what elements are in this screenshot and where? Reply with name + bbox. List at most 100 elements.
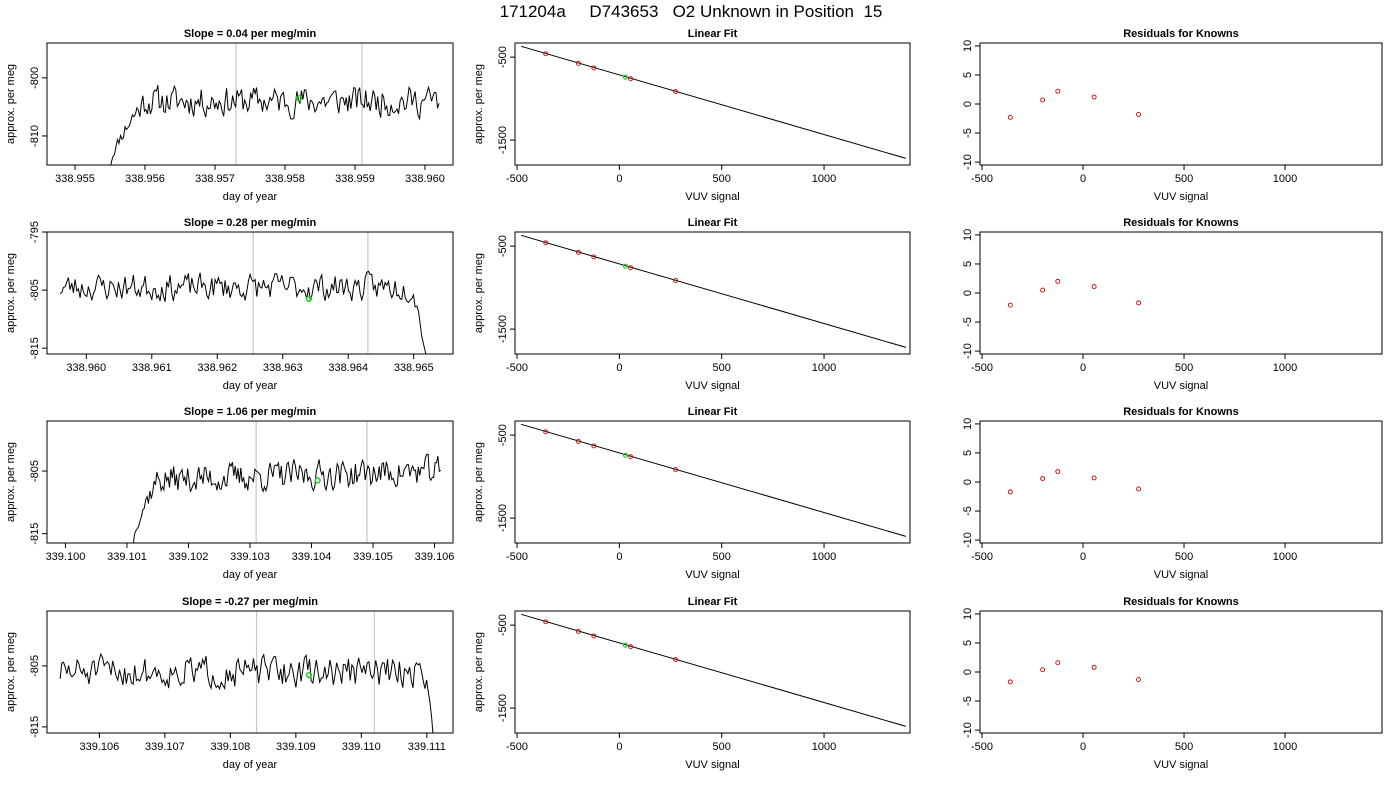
panel-title: Linear Fit — [688, 406, 738, 418]
fit-line — [521, 45, 907, 159]
fit-line — [521, 613, 907, 727]
figure-title: 171204a D743653 O2 Unknown in Position 1… — [500, 2, 883, 21]
unknown-point — [622, 263, 629, 269]
panel-title: Residuals for Knowns — [1123, 596, 1239, 608]
plot-area — [59, 232, 427, 354]
y-tick-label: 5 — [962, 640, 974, 646]
signal-trace — [59, 652, 434, 733]
residual-point — [1091, 664, 1097, 670]
x-axis-label: VUV signal — [1154, 191, 1208, 203]
x-tick-label: 339.109 — [276, 741, 316, 753]
plot-frame — [46, 610, 454, 734]
plot-frame — [514, 42, 911, 166]
known-point — [673, 467, 679, 473]
panel-title: Residuals for Knowns — [1123, 28, 1239, 40]
y-tick-label: -1500 — [497, 694, 509, 722]
y-axis-label: approx. per meg — [473, 253, 485, 333]
x-tick-label: -500 — [971, 741, 993, 753]
unknown-point — [622, 452, 629, 458]
y-tick-label: -1500 — [497, 504, 509, 532]
plot-area — [1007, 88, 1142, 120]
x-tick-label: 0 — [616, 173, 622, 185]
x-tick-label: 338.958 — [265, 173, 305, 185]
x-axis-label: VUV signal — [1154, 380, 1208, 392]
x-tick-label: 1000 — [812, 362, 836, 374]
residual-point — [1091, 284, 1097, 290]
y-tick-label: -10 — [962, 722, 974, 738]
x-axis-label: VUV signal — [685, 191, 739, 203]
known-point — [673, 278, 679, 284]
plot-area — [521, 613, 907, 727]
panel-2-2: Linear Fit -500 0 500 1000 -500 -1500 VUV signa… — [473, 217, 911, 392]
x-tick-label: 338.956 — [125, 173, 165, 185]
x-tick-label: -500 — [971, 551, 993, 563]
y-tick-label: 5 — [962, 72, 974, 78]
y-tick-label: -815 — [29, 716, 41, 738]
x-tick-label: -500 — [971, 362, 993, 374]
residual-point — [1055, 660, 1061, 666]
unknown-point — [622, 74, 629, 80]
x-tick-label: 339.104 — [292, 551, 332, 563]
x-axis-label: VUV signal — [1154, 569, 1208, 581]
x-tick-label: 338.957 — [195, 173, 235, 185]
x-tick-label: 338.962 — [197, 362, 237, 374]
panel-title: Linear Fit — [688, 28, 738, 40]
panel-title: Linear Fit — [688, 596, 738, 608]
y-tick-label: 0 — [962, 290, 974, 296]
x-tick-label: 1000 — [1273, 551, 1297, 563]
known-point — [575, 60, 581, 66]
panel-4-3: Residuals for Knowns -500 0 500 1000 -10 -5 0 5 1… — [962, 596, 1383, 771]
residual-point — [1040, 667, 1046, 673]
unknown-point — [305, 295, 313, 302]
y-tick-label: -500 — [497, 614, 509, 636]
x-axis-label: day of year — [223, 569, 278, 581]
known-point — [575, 628, 581, 634]
known-point — [575, 438, 581, 444]
known-point — [673, 89, 679, 95]
plot-area — [132, 421, 442, 543]
x-tick-label: 338.959 — [335, 173, 375, 185]
y-tick-label: -810 — [29, 125, 41, 147]
x-tick-label: 1000 — [812, 551, 836, 563]
signal-trace — [132, 453, 442, 543]
x-tick-label: 338.961 — [132, 362, 172, 374]
y-tick-label: -805 — [29, 655, 41, 677]
y-tick-label: -805 — [29, 460, 41, 482]
x-tick-label: -500 — [506, 362, 528, 374]
plot-frame — [514, 231, 911, 355]
known-point — [628, 454, 634, 460]
y-axis-label: approx. per meg — [473, 64, 485, 144]
x-tick-label: -500 — [506, 551, 528, 563]
x-tick-label: 500 — [1175, 551, 1193, 563]
panel-title: Residuals for Knowns — [1123, 217, 1239, 229]
residual-point — [1055, 278, 1061, 284]
x-tick-label: 500 — [713, 741, 731, 753]
x-tick-label: 339.110 — [342, 741, 381, 753]
residual-point — [1136, 300, 1142, 306]
x-tick-label: 339.107 — [145, 741, 185, 753]
signal-trace — [59, 270, 427, 354]
plot-area — [521, 234, 907, 348]
y-tick-label: -500 — [497, 235, 509, 257]
x-tick-label: 0 — [616, 741, 622, 753]
y-tick-label: -10 — [962, 154, 974, 170]
panel-title: Linear Fit — [688, 217, 738, 229]
residual-point — [1040, 476, 1046, 481]
x-tick-label: 339.108 — [210, 741, 250, 753]
plot-area — [1007, 660, 1142, 685]
panel-title: Slope = -0.27 per meg/min — [182, 596, 318, 608]
residual-point — [1136, 677, 1142, 683]
y-tick-label: 0 — [962, 101, 974, 107]
unknown-point — [295, 95, 303, 102]
known-point — [591, 254, 597, 260]
y-axis-label: approx. per meg — [473, 442, 485, 522]
unknown-point — [314, 477, 321, 484]
known-point — [543, 240, 549, 246]
panel-4-2: Linear Fit -500 0 500 1000 -500 -1500 VUV signa… — [473, 596, 911, 771]
x-axis-label: VUV signal — [685, 569, 739, 581]
known-point — [591, 65, 597, 71]
y-tick-label: -5 — [962, 128, 974, 138]
y-axis-label: approx. per meg — [5, 442, 17, 522]
residual-point — [1091, 94, 1097, 100]
